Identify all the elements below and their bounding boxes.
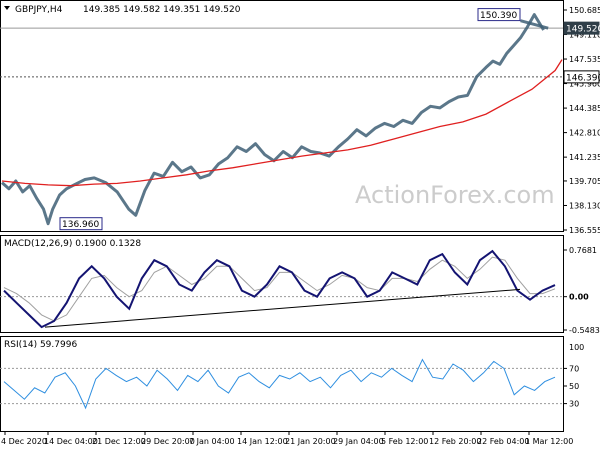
x-tick-label: 14 Dec 04:00	[44, 437, 98, 446]
collapse-triangle-icon[interactable]	[4, 6, 10, 10]
price-y-tick-label: 136.555	[569, 226, 600, 235]
x-tick-label: 29 Jan 04:00	[333, 437, 384, 446]
price-tail-line	[520, 19, 549, 30]
moving-average-line	[1, 59, 563, 187]
x-tick-label: 7 Jan 04:00	[189, 437, 235, 446]
low-label: 136.960	[62, 220, 99, 230]
x-tick-label: 21 Jan 20:00	[285, 437, 336, 446]
x-tick-label: 4 Dec 2020	[1, 437, 47, 446]
macd-line	[3, 249, 556, 329]
watermark: ActionForex.com	[355, 181, 555, 209]
macd-signal-line	[3, 256, 556, 322]
rsi-y-tick-label: 70	[569, 364, 579, 373]
rsi-panel	[0, 336, 564, 432]
macd-trendline	[44, 288, 521, 328]
price-y-tick-label: 138.130	[569, 201, 600, 210]
x-tick-label: 21 Dec 12:00	[92, 437, 146, 446]
resistance-label-box	[563, 70, 600, 84]
current-price-label-box	[563, 21, 600, 35]
price-y-tick-label: 145.960	[569, 80, 600, 89]
resistance-label: 146.390	[566, 73, 600, 83]
price-series-line	[0, 13, 545, 226]
macd-panel	[0, 235, 564, 333]
macd-title: MACD(12,26,9) 0.1900 0.1328	[4, 239, 141, 249]
x-tick-label: 29 Dec 20:00	[141, 437, 195, 446]
price-y-tick-label: 149.110	[569, 31, 600, 40]
rsi-y-tick-label: 50	[569, 382, 579, 391]
macd-y-tick-label: 0.7681	[569, 246, 597, 255]
current-price-label: 149.520	[566, 25, 600, 35]
high-label-box	[477, 8, 521, 22]
macd-y-tick-label: 0.00	[569, 293, 589, 302]
macd-y-tick-label: -0.5483	[569, 326, 600, 335]
x-tick-label: 5 Feb 12:00	[381, 437, 428, 446]
rsi-title: RSI(14) 59.7996	[4, 340, 77, 350]
rsi-line	[3, 358, 556, 410]
price-y-tick-label: 147.535	[569, 55, 600, 64]
low-label-box	[59, 217, 103, 231]
price-panel	[0, 0, 564, 232]
x-tick-label: 22 Feb 04:00	[477, 437, 529, 446]
x-tick-label: 14 Jan 12:00	[237, 437, 288, 446]
x-tick-label: 12 Feb 20:00	[429, 437, 481, 446]
price-title-symbol: GBPJPY,H4	[15, 5, 63, 15]
high-label: 150.390	[480, 11, 517, 21]
price-title-ohlc: 149.385 149.582 149.351 149.520	[83, 5, 241, 15]
price-y-tick-label: 141.235	[569, 153, 600, 162]
price-y-tick-label: 139.705	[569, 177, 600, 186]
rsi-y-tick-label: 100	[569, 343, 584, 352]
price-y-tick-label: 144.385	[569, 104, 600, 113]
price-y-tick-label: 150.685	[569, 6, 600, 15]
x-tick-label: 1 Mar 12:00	[525, 437, 573, 446]
rsi-y-tick-label: 30	[569, 400, 579, 409]
price-y-tick-label: 142.810	[569, 129, 600, 138]
